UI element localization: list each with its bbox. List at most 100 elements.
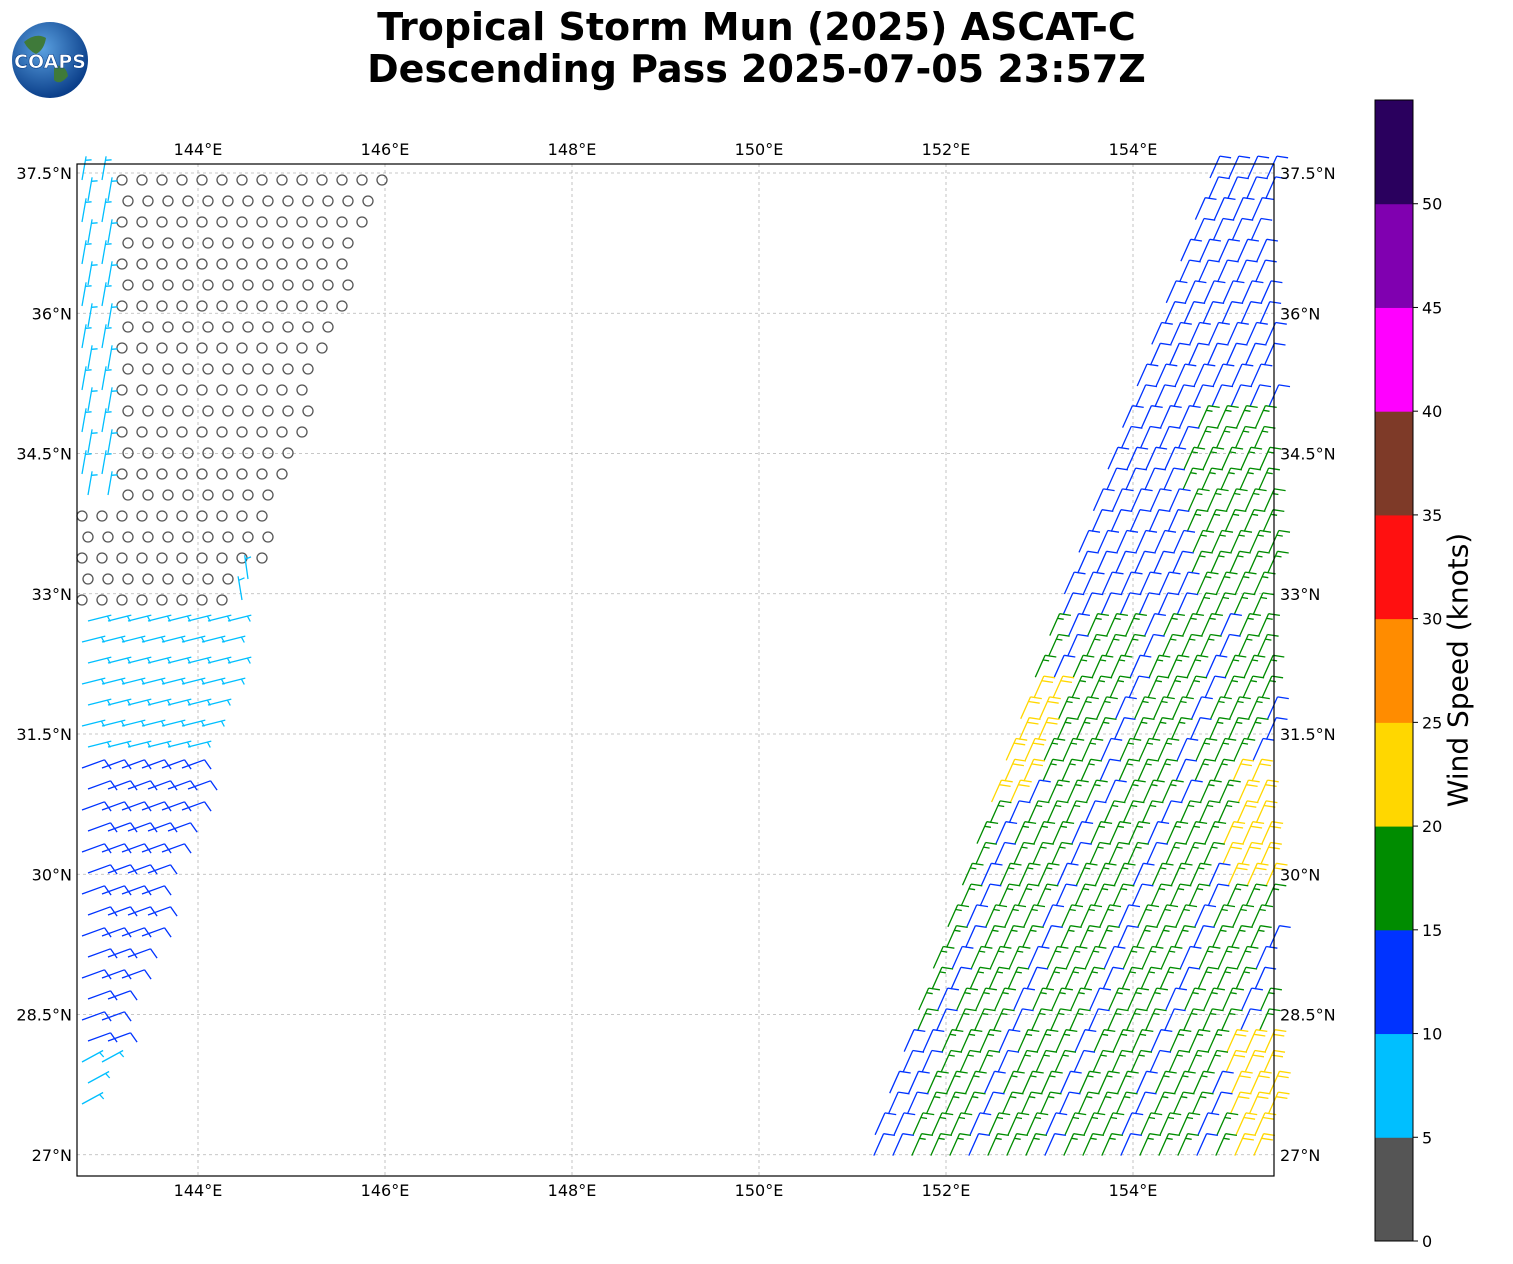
wind-barb: [1165, 841, 1187, 865]
wind-barb: [1223, 675, 1246, 699]
calm-marker: [262, 489, 274, 501]
wind-barb: [227, 614, 252, 622]
calm-marker: [116, 552, 128, 564]
wind-barb: [81, 885, 112, 896]
wind-barb: [1027, 945, 1050, 969]
wind-barb: [101, 282, 112, 307]
wind-barb: [101, 759, 132, 770]
wind-barb: [1229, 550, 1251, 574]
wind-barb: [81, 759, 112, 770]
wind-barb: [107, 948, 138, 959]
calm-marker: [302, 363, 314, 375]
calm-marker: [262, 363, 274, 375]
wind-barb: [87, 429, 98, 454]
wind-barb: [1221, 301, 1244, 324]
wind-barb: [1204, 821, 1227, 844]
axis-ticks: 144°E 144°E 146°E 146°E 148°E 148°E 150°E 150°E…: [16, 140, 1335, 1200]
wind-barb: [1067, 633, 1089, 657]
wind-barb: [965, 1070, 987, 1094]
colorbar-segment: [1375, 307, 1413, 412]
wind-barb: [141, 719, 166, 727]
calm-marker: [222, 531, 234, 543]
wind-barb: [1183, 446, 1206, 470]
wind-barb: [946, 1070, 968, 1094]
calm-marker: [242, 279, 254, 291]
wind-barb: [966, 904, 989, 928]
wind-barb: [1209, 155, 1232, 179]
wind-barb: [1177, 425, 1200, 449]
wind-barb: [107, 387, 118, 412]
colorbar-tick-label: 5: [1422, 1128, 1432, 1147]
wind-barb: [1086, 633, 1108, 657]
wind-barb: [127, 740, 152, 748]
wind-barb: [141, 885, 172, 896]
wind-barb: [141, 759, 172, 770]
wind-barb: [101, 240, 112, 265]
lat-tick-right: 36°N: [1280, 304, 1320, 323]
wind-barb: [1212, 925, 1234, 948]
wind-barb: [1233, 592, 1256, 616]
wind-barb: [1232, 904, 1255, 928]
colorbar-segment: [1375, 1033, 1413, 1138]
wind-barb: [1011, 1008, 1034, 1032]
wind-barb: [1135, 384, 1158, 408]
wind-barb: [121, 927, 152, 938]
wind-barb: [922, 1029, 945, 1052]
wind-barb: [1106, 1008, 1129, 1032]
wind-barb: [127, 780, 158, 791]
calm-marker: [196, 384, 208, 396]
wind-barb: [1154, 384, 1177, 408]
wind-barb: [1130, 1049, 1153, 1073]
wind-barb: [1070, 841, 1092, 865]
calm-marker: [282, 447, 294, 459]
calm-marker: [276, 258, 288, 270]
wind-barb: [1108, 841, 1130, 865]
wind-barb: [1105, 779, 1127, 803]
wind-barb: [1176, 737, 1199, 761]
calm-marker: [322, 195, 334, 207]
calm-marker: [162, 237, 174, 249]
wind-barb: [989, 800, 1012, 824]
wind-barb: [1195, 592, 1218, 616]
wind-barb: [992, 1008, 1015, 1032]
wind-barb: [956, 987, 978, 1011]
calm-marker: [136, 594, 148, 606]
wind-barb: [1227, 321, 1249, 345]
wind-barb: [1036, 883, 1059, 907]
calm-marker: [236, 342, 248, 354]
wind-barb: [1062, 592, 1085, 616]
colorbar-tick-label: 30: [1422, 610, 1442, 629]
wind-barb: [1119, 592, 1142, 616]
wind-barb: [1191, 1091, 1214, 1115]
wind-barb: [1094, 862, 1117, 886]
wind-barb: [127, 656, 152, 664]
wind-barb: [1014, 821, 1037, 844]
wind-barb: [87, 906, 118, 917]
wind-barb: [1056, 862, 1079, 886]
wind-barb: [1087, 613, 1109, 636]
wind-barb: [1200, 779, 1222, 803]
wind-barb: [1217, 945, 1240, 969]
calm-marker: [296, 384, 308, 396]
calm-marker: [336, 300, 348, 312]
calm-marker: [236, 510, 248, 522]
wind-barb: [1081, 592, 1104, 616]
wind-barb: [1198, 405, 1220, 428]
wind-barb: [1187, 488, 1210, 512]
wind-barb: [1246, 862, 1269, 886]
wind-barb: [1099, 758, 1121, 782]
wind-barb: [1218, 238, 1240, 262]
wind-barb: [1227, 176, 1249, 200]
wind-barb: [1099, 904, 1122, 928]
wind-barb: [1154, 529, 1177, 553]
wind-barb: [1174, 363, 1197, 387]
wind-barb: [1008, 945, 1031, 969]
calm-marker: [222, 573, 234, 585]
calm-marker: [242, 237, 254, 249]
wind-barb: [1048, 779, 1070, 803]
wind-barb: [1239, 467, 1261, 491]
wind-barb: [1042, 758, 1064, 782]
calm-marker: [256, 552, 268, 564]
wind-barb: [1208, 176, 1230, 200]
wind-barb: [107, 345, 118, 370]
